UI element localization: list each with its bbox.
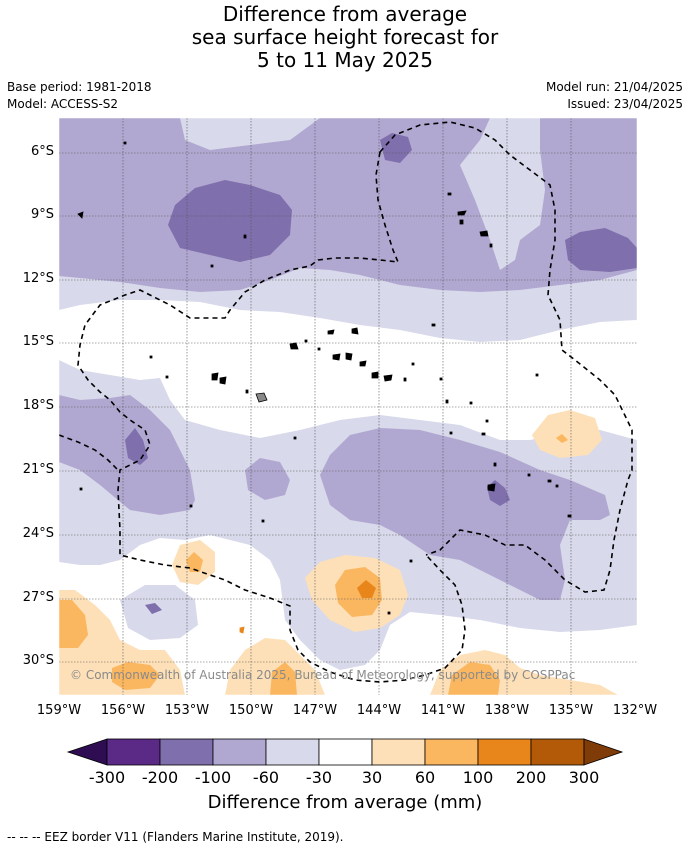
lat-label: 24°S xyxy=(22,526,54,541)
contour-pos60-f xyxy=(448,662,500,695)
colorbar-label: 200 xyxy=(515,768,547,787)
colorbar-label: 60 xyxy=(414,768,436,787)
contour-neg60-south-a xyxy=(59,395,195,515)
contour-pos30-c xyxy=(532,410,602,458)
colorbar-over xyxy=(583,738,624,766)
contour-pos60-a xyxy=(186,552,203,572)
lon-label: 153°W xyxy=(164,703,210,718)
plot-frame xyxy=(58,117,638,696)
colorbar-title: Difference from average (mm) xyxy=(207,792,483,813)
lat-label: 15°S xyxy=(22,334,54,349)
colorbar xyxy=(66,738,624,766)
contour-neg60-south-c xyxy=(245,458,290,500)
lat-label: 21°S xyxy=(22,462,54,477)
lon-label: 147°W xyxy=(292,703,338,718)
issued-date: Issued: 23/04/2025 xyxy=(567,97,683,111)
copyright-credit: © Commonwealth of Australia 2025, Bureau… xyxy=(70,668,576,682)
colorbar-label: -300 xyxy=(88,768,126,787)
anomaly-contours xyxy=(59,118,637,695)
colorbar-label: -30 xyxy=(305,768,333,787)
title-line-2: sea surface height forecast for xyxy=(191,25,499,49)
lon-label: 138°W xyxy=(484,703,530,718)
colorbar-label: -60 xyxy=(252,768,280,787)
title-line-3: 5 to 11 May 2025 xyxy=(257,48,433,72)
contour-pos60-e xyxy=(270,662,297,695)
colorbar-label: 100 xyxy=(462,768,494,787)
contour-neg100-a xyxy=(168,180,292,262)
contour-neg100-b xyxy=(380,133,412,163)
contour-pos60-b xyxy=(335,567,382,617)
contour-pos60-c xyxy=(59,600,88,648)
lon-label: 159°W xyxy=(36,703,82,718)
lat-label: 30°S xyxy=(22,653,54,668)
colorbar-label: -200 xyxy=(141,768,179,787)
lat-label: 18°S xyxy=(22,398,54,413)
contour-pos60-g xyxy=(556,434,568,443)
lat-label: 27°S xyxy=(22,590,54,605)
contour-neg30-south-b xyxy=(120,585,198,640)
model-name: Model: ACCESS-S2 xyxy=(7,97,119,111)
meta-left: Base period: 1981-2018 Model: ACCESS-S2 xyxy=(7,79,152,113)
contour-neg100-c xyxy=(565,228,637,272)
lat-label: 9°S xyxy=(30,207,54,222)
colorbar-label: 30 xyxy=(361,768,383,787)
lon-label: 135°W xyxy=(548,703,594,718)
title-line-1: Difference from average xyxy=(222,2,468,26)
graticule xyxy=(59,118,637,695)
lat-label: 6°S xyxy=(30,144,54,159)
lon-label: 156°W xyxy=(100,703,146,718)
contour-neg100-f xyxy=(145,603,162,614)
lon-label: 132°W xyxy=(612,703,658,718)
eez-footnote: -- -- -- EEZ border V11 (Flanders Marine… xyxy=(7,830,344,844)
lon-label: 141°W xyxy=(420,703,466,718)
colorbar-under xyxy=(66,738,108,766)
lon-label: 144°W xyxy=(356,703,402,718)
lat-label: 12°S xyxy=(22,271,54,286)
colorbar-label: -100 xyxy=(194,768,232,787)
base-period: Base period: 1981-2018 xyxy=(7,80,152,94)
contour-pos100-a xyxy=(357,580,376,598)
islands xyxy=(77,141,572,634)
colorbar-label: 300 xyxy=(568,768,600,787)
eez-borders xyxy=(59,121,633,683)
meta-right: Model run: 21/04/2025 Issued: 23/04/2025 xyxy=(546,79,683,113)
contour-pos30-e xyxy=(225,638,325,695)
lon-label: 150°W xyxy=(228,703,274,718)
model-run: Model run: 21/04/2025 xyxy=(545,80,683,94)
contour-pos60-d xyxy=(112,662,160,690)
map-title: Difference from average sea surface heig… xyxy=(0,3,690,72)
